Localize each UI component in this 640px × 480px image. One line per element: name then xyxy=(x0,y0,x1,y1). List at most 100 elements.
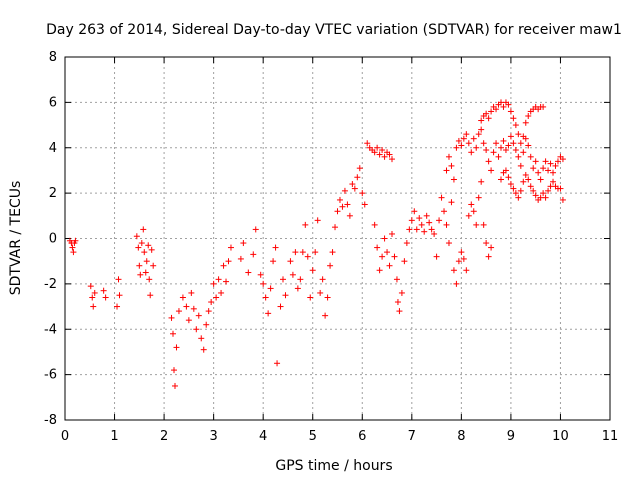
data-point xyxy=(522,171,529,178)
data-point xyxy=(460,255,467,262)
data-point xyxy=(537,176,544,183)
data-point xyxy=(532,158,539,165)
y-axis-label: SDTVAR / TECUs xyxy=(8,181,24,296)
data-point xyxy=(240,240,247,247)
data-point xyxy=(458,142,465,149)
data-point xyxy=(478,126,485,133)
data-point xyxy=(270,258,277,265)
data-point xyxy=(527,183,534,190)
data-point xyxy=(500,137,507,144)
data-point xyxy=(483,147,490,154)
data-point xyxy=(540,190,547,197)
data-point xyxy=(408,217,415,224)
x-tick-label: 0 xyxy=(61,429,69,444)
data-point xyxy=(292,249,299,256)
data-point xyxy=(475,131,482,138)
data-point xyxy=(495,153,502,160)
data-point xyxy=(522,119,529,126)
data-point xyxy=(341,187,348,194)
data-point xyxy=(359,190,366,197)
data-point xyxy=(334,208,341,215)
data-point xyxy=(512,190,519,197)
data-point xyxy=(470,208,477,215)
data-point xyxy=(520,149,527,156)
data-point xyxy=(540,103,547,110)
data-point xyxy=(351,185,358,192)
x-tick-label: 3 xyxy=(209,429,217,444)
data-point xyxy=(327,262,334,269)
data-point xyxy=(133,233,140,240)
data-point xyxy=(493,106,500,113)
x-tick-label: 4 xyxy=(259,429,267,444)
data-point xyxy=(507,108,514,115)
data-point xyxy=(215,276,222,283)
data-point xyxy=(527,153,534,160)
data-point xyxy=(143,258,150,265)
data-point xyxy=(299,249,306,256)
data-point xyxy=(520,178,527,185)
data-point xyxy=(114,303,121,310)
data-point xyxy=(349,181,356,188)
data-point xyxy=(319,276,326,283)
data-point xyxy=(384,249,391,256)
data-point xyxy=(458,249,465,256)
data-point xyxy=(431,230,438,237)
data-point xyxy=(423,212,430,219)
data-point xyxy=(314,217,321,224)
data-point xyxy=(450,176,457,183)
data-point xyxy=(507,181,514,188)
data-point xyxy=(379,147,386,154)
data-point xyxy=(376,267,383,274)
data-point xyxy=(170,330,177,337)
data-point xyxy=(148,246,155,253)
data-point xyxy=(339,203,346,210)
data-point xyxy=(441,208,448,215)
data-point xyxy=(502,167,509,174)
data-point xyxy=(381,235,388,242)
data-point xyxy=(391,253,398,260)
x-tick-label: 5 xyxy=(309,429,317,444)
data-point xyxy=(356,165,363,172)
data-point xyxy=(140,226,147,233)
data-point xyxy=(381,153,388,160)
data-point xyxy=(525,176,532,183)
data-point xyxy=(443,167,450,174)
data-point xyxy=(488,108,495,115)
data-point xyxy=(135,244,142,251)
data-point xyxy=(401,258,408,265)
data-point xyxy=(448,199,455,206)
data-point xyxy=(309,267,316,274)
data-point xyxy=(559,196,566,203)
data-point xyxy=(411,208,418,215)
grid-lines xyxy=(65,57,610,420)
data-point xyxy=(267,285,274,292)
data-point xyxy=(193,326,200,333)
data-point xyxy=(354,174,361,181)
data-point xyxy=(443,221,450,228)
data-point xyxy=(220,262,227,269)
data-point xyxy=(436,217,443,224)
data-point xyxy=(150,262,157,269)
data-point xyxy=(260,280,267,287)
data-point xyxy=(72,237,79,244)
data-point xyxy=(525,112,532,119)
data-point xyxy=(329,249,336,256)
data-point xyxy=(374,144,381,151)
data-point xyxy=(361,201,368,208)
data-point xyxy=(498,144,504,151)
data-point xyxy=(324,294,331,301)
data-point xyxy=(530,165,537,172)
data-point xyxy=(257,271,264,278)
data-point xyxy=(515,194,522,201)
data-point xyxy=(138,240,145,247)
data-point xyxy=(493,140,500,147)
data-point xyxy=(507,133,514,140)
data-point xyxy=(168,314,175,321)
x-tick-label: 6 xyxy=(358,429,366,444)
data-point xyxy=(245,269,252,276)
data-point xyxy=(223,278,230,285)
data-point xyxy=(490,149,497,156)
data-point xyxy=(545,187,552,194)
data-point xyxy=(136,262,143,269)
x-tick-label: 10 xyxy=(552,429,569,444)
